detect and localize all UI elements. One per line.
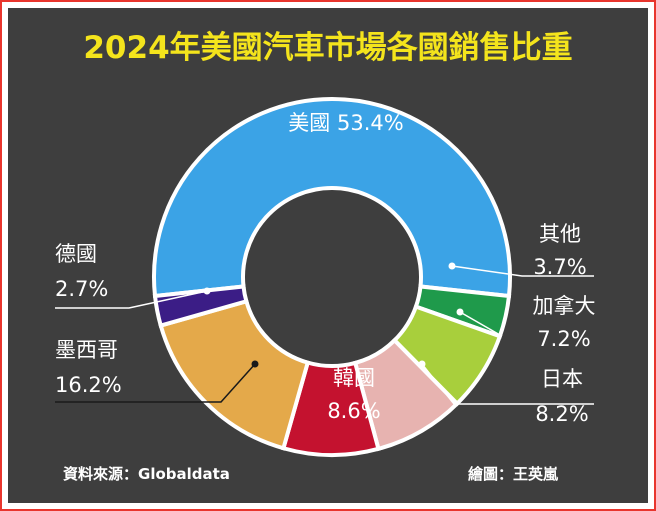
slice-3-leader-line — [459, 311, 501, 336]
credit-note: 繪圖：王英嵐 — [468, 465, 559, 483]
slice-4-name-label: 日本 — [541, 367, 583, 391]
slice-1-label: 美國 53.4% — [288, 111, 403, 135]
slice-6-name-label: 墨西哥 — [55, 338, 118, 362]
slice-4-leader-dot — [418, 360, 426, 368]
slice-3-leader-dot — [456, 308, 464, 316]
slice-4-value-label: 8.2% — [535, 402, 588, 426]
slice-2-value-label: 3.7% — [533, 255, 586, 279]
slice-7-leader-dot — [203, 287, 211, 295]
slices-group — [152, 97, 512, 457]
donut-chart: 美國 53.4% 其他 3.7% 加拿大 7.2% 日本 8.2% 韓國 8.6% 墨西哥 16.2… — [55, 97, 596, 457]
chart-panel: 2024年美國汽車市場各國銷售比重 美國 53.4% 其他 3.7% 加拿大 7.2% 日… — [8, 8, 648, 503]
slice-1-wedge — [152, 97, 512, 299]
slice-6-wedge — [158, 298, 311, 451]
slice-3-name-label: 加拿大 — [533, 294, 596, 318]
slice-2-name-label: 其他 — [539, 222, 581, 246]
slice-7-name-label: 德國 — [55, 242, 97, 266]
slice-6-leader-line — [55, 363, 256, 403]
slice-6-value-label: 16.2% — [55, 373, 122, 397]
source-note: 資料來源：Globaldata — [63, 465, 230, 483]
slice-3-value-label: 7.2% — [537, 327, 590, 351]
chart-title: 2024年美國汽車市場各國銷售比重 — [83, 30, 573, 66]
slice-7-wedge — [152, 284, 249, 329]
slice-5-name-label: 韓國 — [333, 366, 375, 390]
slice-7-leader-line — [55, 290, 208, 309]
slice-7-value-label: 2.7% — [55, 277, 108, 301]
slice-5-value-label: 8.6% — [327, 399, 380, 423]
slice-2-leader-line — [451, 265, 594, 277]
slice-4-leader-line — [421, 363, 594, 405]
slice-6-leader-dot — [251, 360, 259, 368]
slice-2-leader-dot — [448, 262, 456, 270]
labels-group: 美國 53.4% 其他 3.7% 加拿大 7.2% 日本 8.2% 韓國 8.6% 墨西哥 16.2… — [55, 111, 596, 426]
